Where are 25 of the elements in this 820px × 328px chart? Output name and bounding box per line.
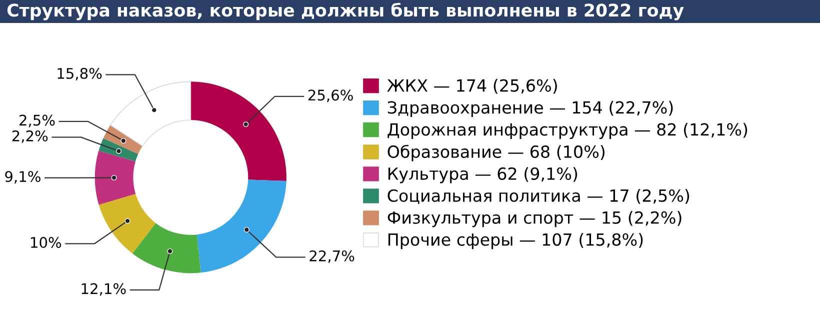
legend-label: Физкультура и спорт — 15 (2,2%) <box>388 211 682 228</box>
legend-label: Дорожная инфраструктура — 82 (12,1%) <box>388 122 748 139</box>
data-label: 2,2% <box>12 130 48 143</box>
donut-slice <box>94 150 136 205</box>
data-label: 2,5% <box>20 114 55 128</box>
chart-title: Структура наказов, которые должны быть выполнены в 2022 году <box>7 2 684 20</box>
legend-label: ЖКХ — 174 (25,6%) <box>387 78 557 94</box>
legend-label: Здравоохранение — 154 (22,7%) <box>388 100 673 118</box>
donut-slice <box>103 125 143 154</box>
data-label: 10% <box>31 236 62 248</box>
data-label: 22,7% <box>310 250 354 263</box>
data-label: 15,8% <box>58 68 102 80</box>
legend-label: Социальная политика — 17 (2,5%) <box>388 189 690 204</box>
donut-slice <box>98 138 138 162</box>
data-label: 12,1% <box>82 283 126 296</box>
donut-slice <box>110 81 192 146</box>
legend-label: Образование — 68 (10%) <box>388 144 604 162</box>
donut-slice <box>190 82 286 182</box>
data-label: 9,1% <box>5 171 40 184</box>
donut-slice <box>196 180 286 273</box>
data-label: 25,6% <box>308 90 353 102</box>
donut-slice <box>132 223 201 274</box>
legend-label: Прочие сферы — 107 (15,8%) <box>388 232 643 250</box>
donut-slice <box>98 194 156 254</box>
legend-label: Культура — 62 (9,1%) <box>388 167 578 184</box>
